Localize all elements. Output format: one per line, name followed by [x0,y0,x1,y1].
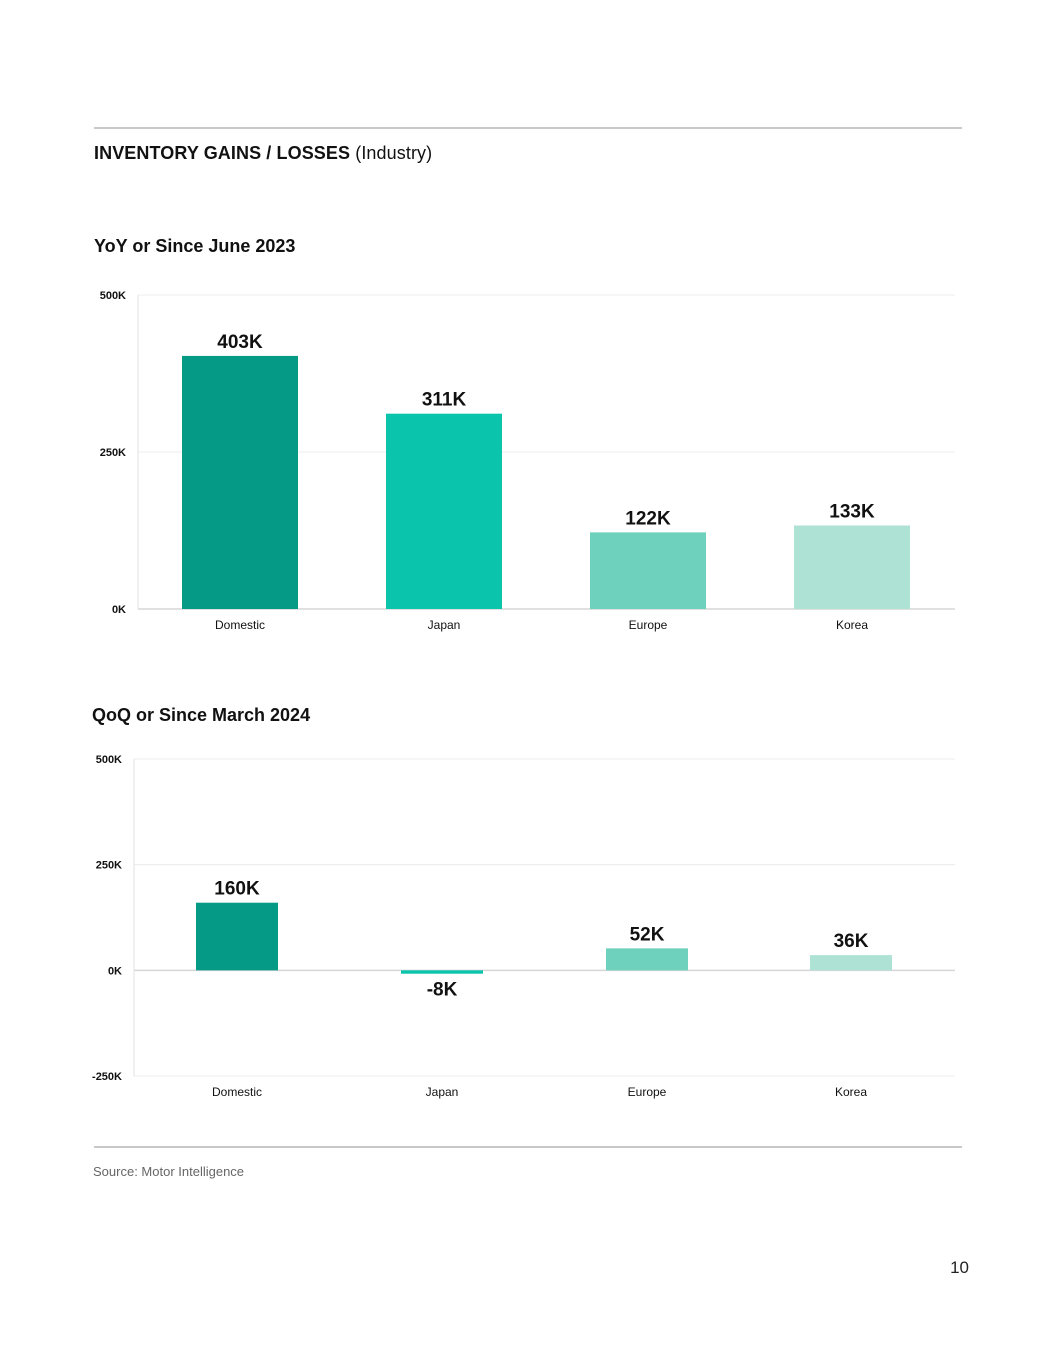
chart-yoy: 0K 250K 500K 403K Domestic 311K Japan 122K Europ… [100,290,955,632]
top-divider [94,127,962,129]
data-label: 52K [630,924,665,945]
chart-yoy-title: YoY or Since June 2023 [94,236,296,256]
category-label: Japan [426,1085,459,1099]
bar-europe [590,532,706,609]
source-note: Source: Motor Intelligence [93,1164,245,1179]
category-label: Europe [629,618,668,632]
category-label: Korea [836,618,868,632]
chart-qoq: -250K 0K 250K 500K 160K Domestic -8K Japan 52K Eu… [92,754,955,1099]
data-label: 403K [217,332,263,353]
y-tick-label: 500K [96,754,122,766]
y-tick-label: 0K [108,965,122,977]
heading-title: INVENTORY GAINS / LOSSES [94,143,351,163]
data-label: 36K [834,931,869,952]
category-label: Japan [428,618,461,632]
page-number: 10 [950,1258,969,1277]
y-tick-label: 250K [100,447,126,459]
page-heading: INVENTORY GAINS / LOSSES (Industry) [94,143,432,164]
y-tick-label: -250K [92,1071,122,1083]
bar-japan [401,970,483,974]
data-label: 160K [214,879,260,900]
category-label: Europe [628,1085,667,1099]
y-tick-label: 250K [96,860,122,872]
heading-qualifier: (Industry) [355,143,433,163]
data-label: 311K [422,390,467,411]
data-label: 122K [625,508,671,529]
category-label: Domestic [215,618,265,632]
bar-domestic [182,355,298,609]
bar-domestic [196,902,278,971]
bar-korea [810,955,892,971]
data-label: -8K [427,980,458,1001]
chart-qoq-title: QoQ or Since March 2024 [92,705,311,725]
bar-japan [386,413,502,609]
category-label: Korea [835,1085,867,1099]
category-label: Domestic [212,1085,262,1099]
bar-europe [606,948,688,971]
bottom-divider [94,1146,962,1148]
y-tick-label: 0K [112,604,126,616]
data-label: 133K [829,501,875,522]
y-tick-label: 500K [100,290,126,302]
bar-korea [794,525,910,609]
